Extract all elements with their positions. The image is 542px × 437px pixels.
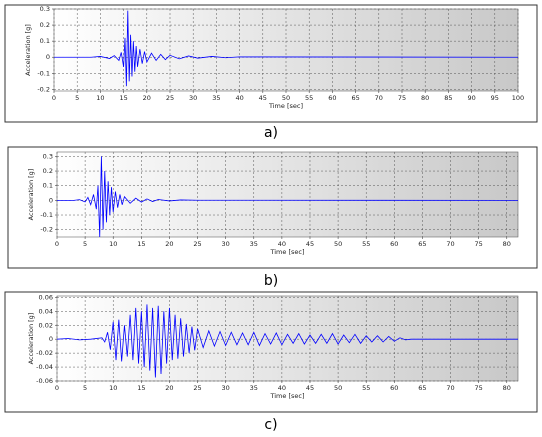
x-tick-label: 75	[398, 94, 406, 102]
x-tick-label: 25	[193, 384, 201, 392]
x-tick-label: 15	[137, 240, 145, 248]
x-axis-label: Time [sec]	[268, 102, 303, 110]
chart-panel: 0 5 10 15 20 25 30 35 40 45 50 55 60 65 70 75 80 -0.2 -0.1…	[7, 146, 538, 289]
caption: c)	[264, 417, 277, 433]
x-tick-label: 10	[109, 384, 117, 392]
x-tick-label: 80	[503, 384, 511, 392]
y-tick-label: 0.3	[40, 5, 50, 13]
x-tick-label: 50	[282, 94, 290, 102]
x-tick-label: 50	[334, 240, 342, 248]
y-axis-label: Acceleration [g]	[24, 24, 32, 76]
x-tick-label: 55	[362, 384, 370, 392]
x-tick-label: 35	[250, 384, 258, 392]
caption: a)	[264, 125, 278, 141]
waveform	[56, 304, 518, 378]
x-tick-label: 20	[143, 94, 151, 102]
x-tick-label: 30	[189, 94, 197, 102]
x-tick-label: 65	[418, 384, 426, 392]
y-tick-label: 0.02	[39, 321, 53, 329]
x-tick-label: 80	[503, 240, 511, 248]
y-tick-label: -0.06	[36, 377, 53, 385]
x-tick-label: 50	[334, 384, 342, 392]
x-tick-label: 45	[306, 384, 314, 392]
x-tick-label: 40	[278, 240, 286, 248]
x-tick-label: 0	[55, 384, 59, 392]
x-tick-label: 0	[55, 240, 59, 248]
y-tick-label: 0.2	[40, 21, 50, 29]
y-axis-label: Acceleration [g]	[27, 313, 35, 365]
x-tick-label: 60	[390, 240, 398, 248]
x-tick-label: 40	[235, 94, 243, 102]
y-axis-label: Acceleration [g]	[27, 169, 35, 221]
x-tick-label: 10	[96, 94, 104, 102]
x-tick-label: 5	[83, 240, 87, 248]
x-tick-label: 65	[418, 240, 426, 248]
caption: b)	[264, 273, 278, 289]
y-tick-label: -0.04	[36, 363, 53, 371]
x-tick-label: 80	[421, 94, 429, 102]
x-tick-label: 25	[193, 240, 201, 248]
x-tick-label: 65	[351, 94, 359, 102]
chart-panel: 0 5 10 15 20 25 30 35 40 45 50 55 60 65 70 75 80 -0.06 -0.…	[4, 291, 538, 433]
x-tick-label: 35	[250, 240, 258, 248]
y-tick-label: -0.1	[40, 211, 53, 219]
y-tick-label: -0.1	[37, 69, 50, 77]
x-tick-label: 35	[212, 94, 220, 102]
y-tick-label: 0.1	[43, 182, 53, 190]
x-tick-label: 45	[259, 94, 267, 102]
x-tick-label: 60	[390, 384, 398, 392]
x-tick-label: 60	[328, 94, 336, 102]
x-tick-label: 15	[119, 94, 127, 102]
y-tick-label: 0.3	[43, 152, 53, 160]
y-tick-label: 0	[46, 53, 50, 61]
x-tick-label: 15	[137, 384, 145, 392]
chart-panel: 0 5 10 15 20 25 30 35 40 45 50 55 60 65 70 75 80 85 90 95 10…	[4, 4, 538, 141]
x-tick-label: 55	[362, 240, 370, 248]
x-axis-label: Time [sec]	[269, 392, 304, 400]
y-tick-label: -0.2	[40, 226, 53, 234]
y-tick-label: 0.1	[40, 37, 50, 45]
x-tick-label: 45	[306, 240, 314, 248]
plot-area	[56, 295, 519, 382]
y-tick-label: 0.04	[39, 307, 53, 315]
x-axis-label: Time [sec]	[269, 248, 304, 256]
x-tick-label: 40	[278, 384, 286, 392]
y-tick-label: 0	[49, 196, 53, 204]
x-tick-label: 30	[222, 384, 230, 392]
x-tick-label: 0	[52, 94, 56, 102]
x-tick-label: 70	[375, 94, 383, 102]
x-tick-label: 20	[165, 384, 173, 392]
x-tick-label: 55	[305, 94, 313, 102]
x-tick-label: 75	[475, 240, 483, 248]
x-tick-label: 85	[444, 94, 452, 102]
x-tick-label: 100	[512, 94, 524, 102]
x-tick-label: 5	[75, 94, 79, 102]
x-tick-label: 10	[109, 240, 117, 248]
y-tick-label: 0.2	[43, 167, 53, 175]
y-tick-label: 0	[49, 335, 53, 343]
y-tick-label: -0.02	[36, 349, 53, 357]
plot-area	[56, 151, 519, 238]
x-tick-label: 25	[166, 94, 174, 102]
x-tick-label: 90	[467, 94, 475, 102]
y-tick-label: -0.2	[37, 85, 50, 93]
x-tick-label: 20	[165, 240, 173, 248]
waveform	[54, 10, 519, 87]
y-tick-label: 0.06	[39, 293, 53, 301]
x-tick-label: 30	[222, 240, 230, 248]
x-tick-label: 75	[475, 384, 483, 392]
x-tick-label: 70	[446, 240, 454, 248]
x-tick-label: 70	[446, 384, 454, 392]
waveform	[57, 156, 519, 238]
x-tick-label: 95	[491, 94, 499, 102]
x-tick-label: 5	[83, 384, 87, 392]
